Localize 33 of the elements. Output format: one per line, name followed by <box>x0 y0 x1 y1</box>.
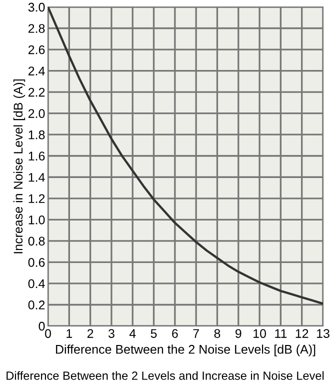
y-tick-label: 2.0 <box>28 109 45 118</box>
x-tick-label: 7 <box>193 329 199 338</box>
x-tick-label: 4 <box>129 329 136 338</box>
x-tick-label: 6 <box>172 329 178 338</box>
x-tick-label: 1 <box>66 329 72 338</box>
y-tick-label: 2.6 <box>28 45 45 54</box>
y-tick-label: 1.6 <box>28 152 45 161</box>
x-tick-label: 3 <box>108 329 114 338</box>
x-tick-label: 5 <box>150 329 157 338</box>
y-tick-label: 1.0 <box>28 215 45 224</box>
y-tick-label: 1.2 <box>28 194 45 203</box>
x-tick-label: 11 <box>275 329 287 338</box>
x-tick-label: 12 <box>296 329 308 338</box>
x-tick-label: 10 <box>254 329 266 338</box>
text: Difference Between the 2 Levels and Increase in Noise Level <box>6 371 324 380</box>
x-axis-title: Difference Between the 2 Noise Levels [dB (A)] <box>56 344 316 356</box>
y-tick-label: 0 <box>38 322 45 331</box>
y-tick-label: 1.8 <box>28 130 45 140</box>
y-tick-label: 0.6 <box>28 258 45 267</box>
x-tick-label: 13 <box>317 329 330 338</box>
y-tick-label: 2.8 <box>28 24 45 33</box>
y-tick-label: 2.4 <box>28 66 45 76</box>
y-tick-label: 1.4 <box>28 173 45 182</box>
x-tick-label: 2 <box>87 329 94 338</box>
x-tick-label: 0 <box>45 329 51 338</box>
y-axis-title: Increase in Noise Level [dB (A)] <box>13 80 26 254</box>
x-tick-label: 8 <box>214 329 220 338</box>
y-tick-label: 0.4 <box>28 279 45 288</box>
y-tick-label: 3.0 <box>28 2 45 12</box>
y-tick-label: 0.2 <box>28 300 45 310</box>
y-tick-label: 2.2 <box>28 88 45 97</box>
y-tick-label: 0.8 <box>28 236 45 246</box>
x-tick-label: 9 <box>235 329 242 338</box>
